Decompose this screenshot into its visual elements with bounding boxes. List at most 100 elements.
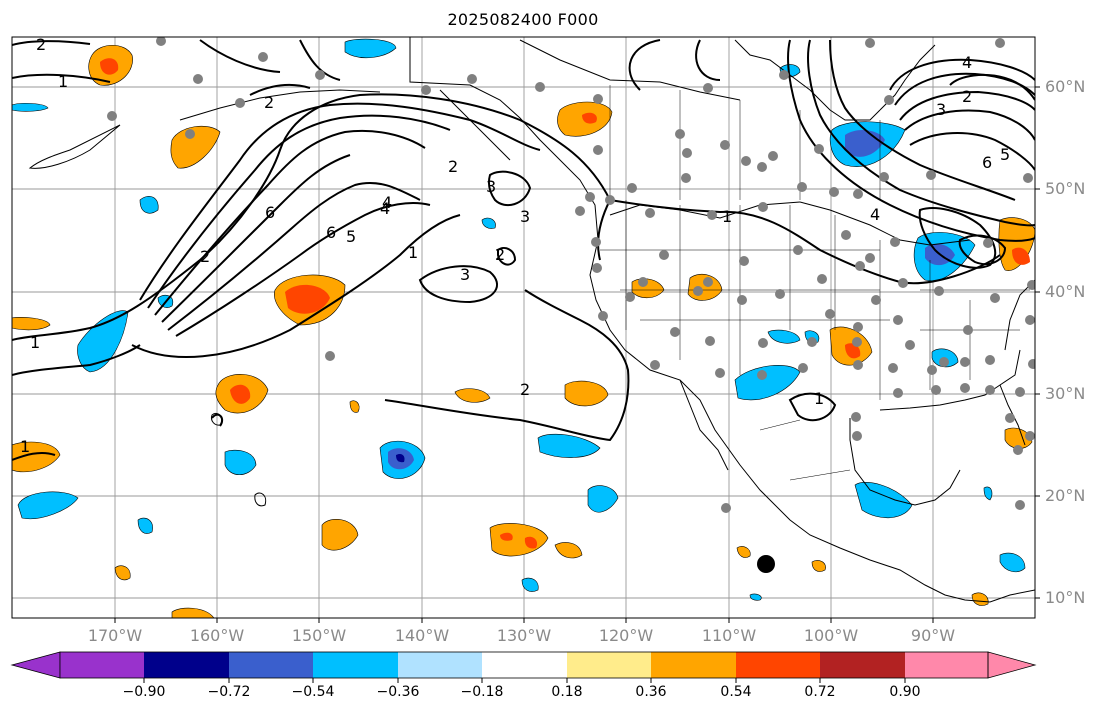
contour-label: 5 (1000, 145, 1010, 164)
contour-label: 1 (722, 207, 732, 226)
positive-patch (564, 380, 609, 407)
colorbar-tick-label: −0.90 (122, 684, 166, 700)
negative-patch (537, 433, 601, 458)
negative-patch (734, 365, 801, 401)
negative-patch (224, 449, 257, 476)
positive-patch (736, 546, 751, 558)
lat-label: 20°N (1045, 486, 1086, 505)
contour-label: 4 (382, 193, 392, 212)
positive-patch (114, 565, 131, 581)
lon-label: 160°W (189, 626, 245, 645)
contour-lines (12, 39, 1035, 461)
colorbar-tick-label: 0.72 (804, 684, 836, 700)
negative-patch (137, 517, 153, 534)
colorbar-tick-label: 0.36 (635, 684, 667, 700)
positive-patch (171, 607, 215, 618)
negative-patch (344, 38, 397, 59)
negative-patch (999, 552, 1026, 573)
lon-label: 90°W (910, 626, 956, 645)
colorbar-cell (144, 652, 229, 678)
contour-label: 2 (495, 245, 505, 264)
colorbar-extend-low (10, 651, 61, 679)
colorbar-cell (651, 652, 736, 678)
positive-core (285, 284, 330, 314)
contour-label: 4 (962, 53, 972, 72)
negative-patch (481, 217, 496, 229)
colorbar (10, 651, 1037, 683)
lat-gridlines (12, 86, 1035, 599)
political-borders (600, 85, 1030, 481)
colorbar-tick-label: 0.54 (720, 684, 752, 700)
contour-label: 4 (380, 199, 390, 218)
positive-core (582, 112, 597, 124)
map-title: 2025082400 F000 (447, 10, 599, 29)
contour-label: 6 (265, 203, 275, 222)
positive-patch (554, 542, 583, 559)
lon-label: 100°W (803, 626, 859, 645)
contour-label: 1 (58, 72, 68, 91)
colorbar-cell (567, 652, 651, 678)
positive-patch (489, 523, 549, 557)
lat-label: 50°N (1045, 179, 1086, 198)
negative-patch (983, 486, 993, 501)
negative-patch (521, 577, 539, 592)
positive-core (845, 343, 861, 359)
lon-label: 150°W (291, 626, 347, 645)
contour-label: 2 (36, 35, 46, 54)
contour-label: 3 (486, 177, 496, 196)
contour-label: 2 (264, 93, 274, 112)
positive-patch (1004, 427, 1033, 449)
negative-patch (139, 196, 159, 214)
colorbar-cell (398, 652, 482, 678)
contour-label: 2 (448, 157, 458, 176)
contour-label: 4 (870, 205, 880, 224)
negative-patch (767, 329, 801, 344)
colorbar-tick-label: 0.18 (551, 684, 583, 700)
contour-label-group: 1 2 2 1 6 5 4 3 6 4 1 2 3 2 3 2 1 2 4 3 … (20, 35, 1010, 456)
positive-core (500, 532, 513, 541)
positive-core (100, 58, 119, 75)
colorbar-cell (820, 652, 905, 678)
positive-patch (349, 400, 360, 413)
negative-core (396, 453, 405, 463)
contour-label: 1 (814, 389, 824, 408)
positive-patch (811, 560, 826, 572)
contour-label: 3 (520, 207, 530, 226)
contour-label: 2 (200, 247, 210, 266)
positive-patch (631, 278, 665, 299)
lon-label: 110°W (701, 626, 757, 645)
positive-core (230, 384, 251, 404)
anomaly-fills (12, 38, 1035, 618)
contour-label: 5 (346, 227, 356, 246)
contour-label: 3 (936, 100, 946, 119)
storm-marker (757, 555, 775, 573)
contour-label: 2 (520, 380, 530, 399)
lon-label: 130°W (496, 626, 552, 645)
negative-patch (17, 491, 79, 520)
colorbar-cell (313, 652, 398, 678)
contour-label: 6 (982, 153, 992, 172)
colorbar-cell (736, 652, 820, 678)
contour-label: 1 (30, 333, 40, 352)
contour-label: 1 (20, 437, 30, 456)
contour-label: 2 (962, 87, 972, 106)
contour-label: 1 (408, 243, 418, 262)
colorbar-cell (482, 652, 567, 678)
negative-patch (587, 485, 619, 513)
positive-patch (170, 125, 221, 169)
lon-label: 170°W (87, 626, 143, 645)
lon-label: 140°W (394, 626, 450, 645)
positive-patch (12, 441, 61, 473)
negative-patch (12, 103, 49, 112)
positive-patch (12, 316, 51, 331)
positive-patch (454, 388, 491, 403)
colorbar-tick-label: 0.90 (889, 684, 921, 700)
positive-core (524, 536, 538, 549)
colorbar-cell (60, 652, 144, 678)
lat-label: 30°N (1045, 384, 1086, 403)
negative-patch (854, 482, 913, 518)
contour-label: 6 (326, 223, 336, 242)
colorbar-extend-high (987, 651, 1037, 679)
negative-patch (77, 310, 129, 373)
